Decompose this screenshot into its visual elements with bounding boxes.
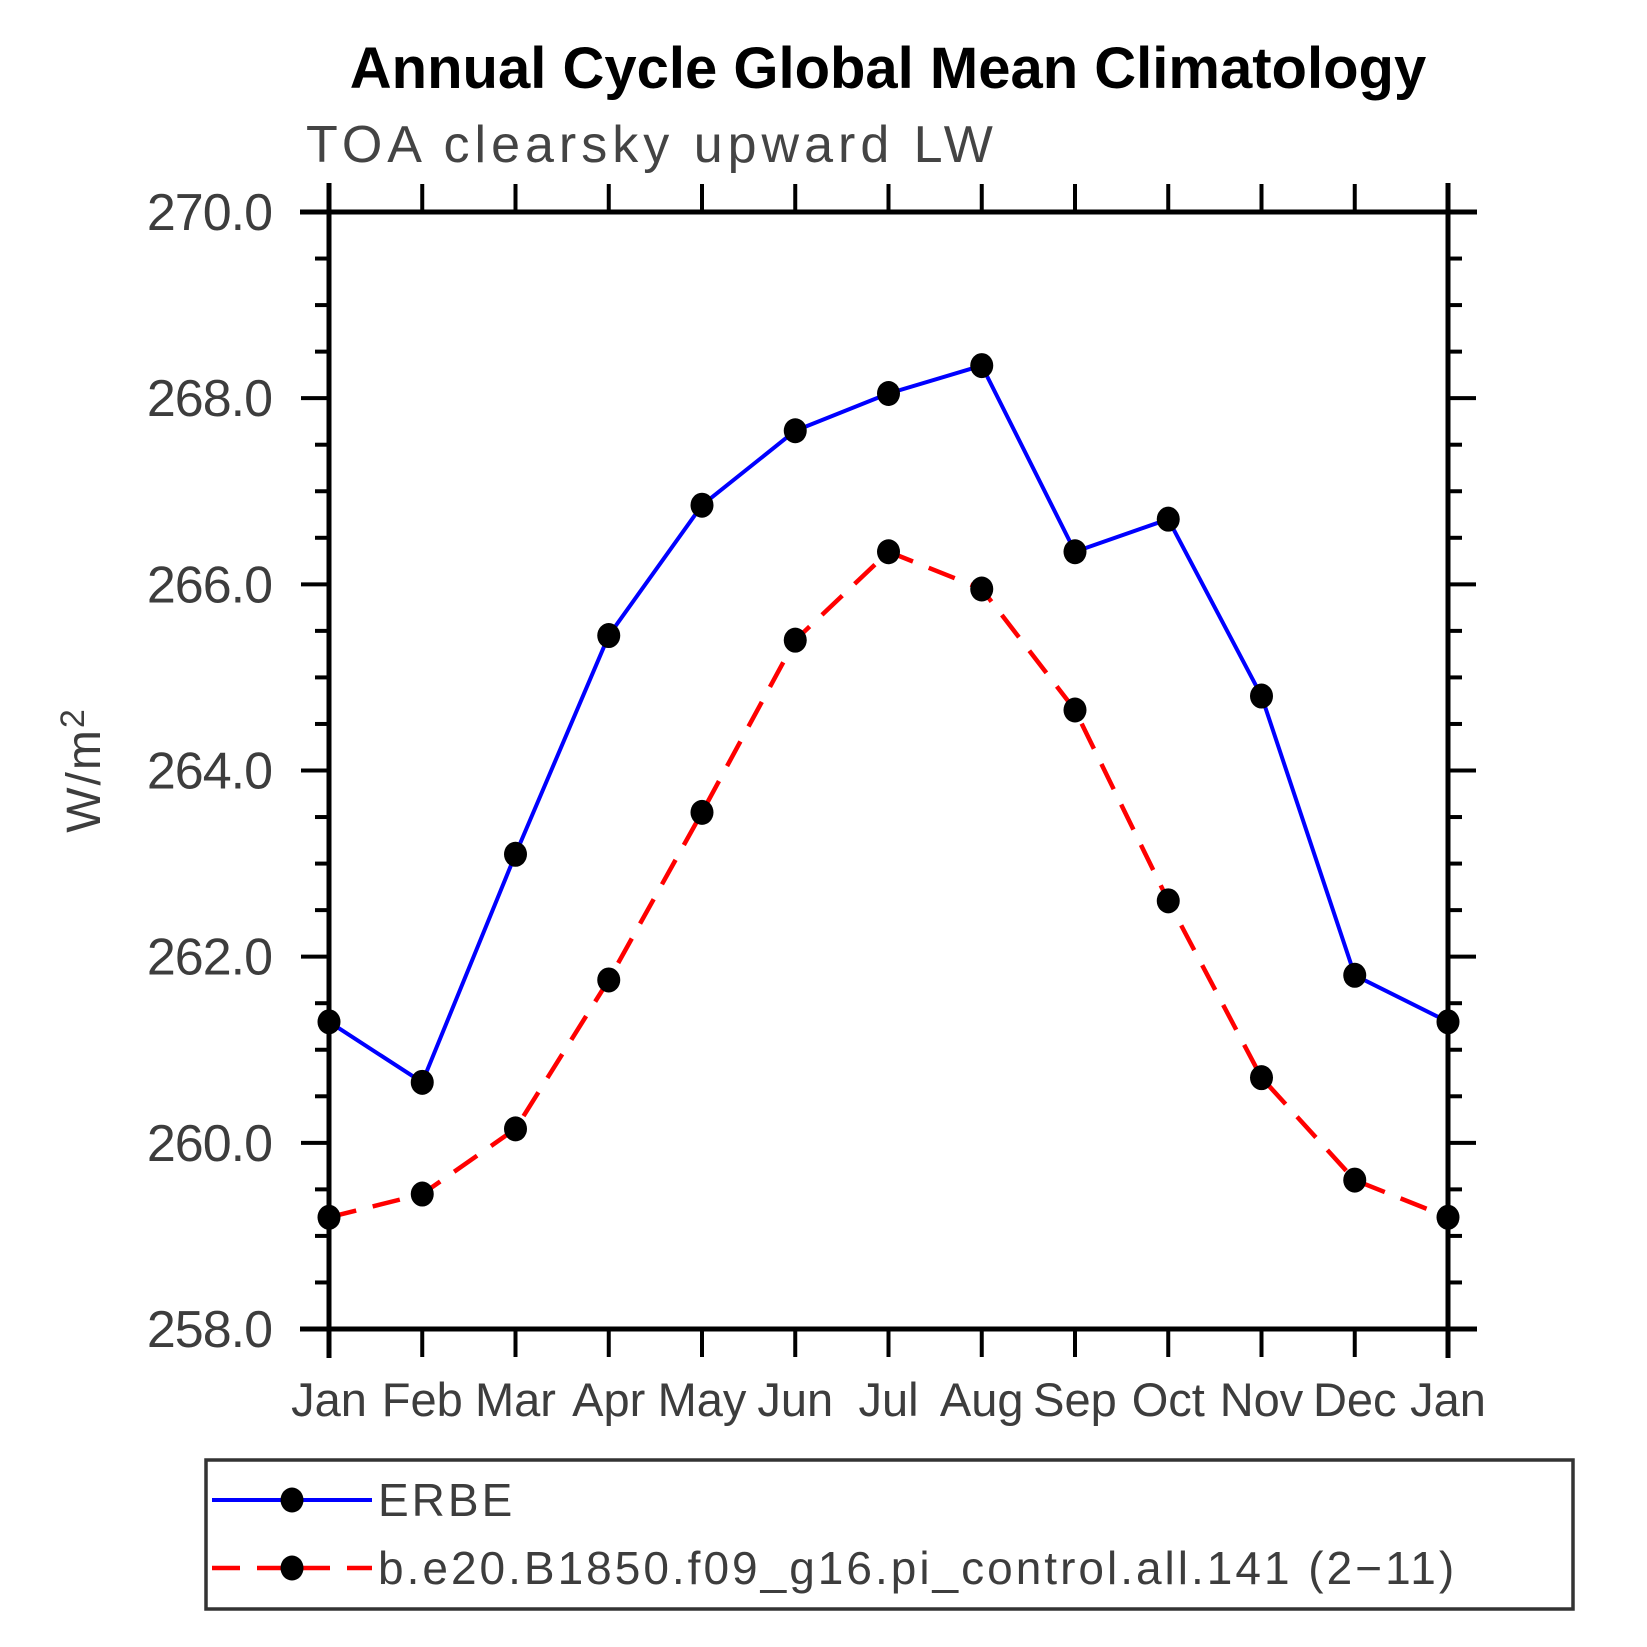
- x-tick-label: Feb: [382, 1373, 463, 1426]
- data-point-marker: [1250, 1065, 1273, 1091]
- plot-frame: [300, 183, 1477, 1358]
- x-tick-label: Jan: [291, 1373, 367, 1426]
- data-point-marker: [410, 1069, 434, 1095]
- y-tick-label: 260.0: [147, 1115, 272, 1173]
- x-tick-label: Nov: [1220, 1373, 1304, 1426]
- data-point-marker: [504, 1116, 527, 1142]
- chart-subtitle: TOA clearsky upward LW: [306, 116, 998, 174]
- x-tick-label: Jan: [1410, 1373, 1486, 1426]
- y-tick-label: 270.0: [147, 184, 272, 242]
- data-point-marker: [410, 1181, 434, 1207]
- data-markers: [317, 353, 1460, 1230]
- data-point-marker: [970, 576, 994, 602]
- y-tick-label: 268.0: [147, 370, 272, 428]
- data-point-marker: [690, 492, 714, 518]
- data-point-marker: [877, 539, 900, 565]
- x-tick-label: Apr: [572, 1373, 645, 1426]
- axis-ticks: [301, 184, 1476, 1357]
- legend-label: ERBE: [378, 1474, 515, 1526]
- data-point-marker: [317, 1009, 341, 1035]
- legend: ERBE b.e20.B1850.f09_g16.pi_control.all.1…: [204, 1458, 1575, 1611]
- data-point-marker: [1156, 506, 1180, 532]
- model-line: [328, 549, 1449, 1220]
- data-point-marker: [1436, 1204, 1460, 1230]
- data-point-marker: [1156, 888, 1180, 914]
- y-tick-label: 264.0: [147, 743, 272, 801]
- y-axis-title-superscript: 2: [54, 707, 92, 728]
- legend-marker: [280, 1487, 304, 1513]
- data-point-marker: [1436, 1009, 1460, 1035]
- data-point-marker: [1063, 697, 1087, 723]
- data-point-marker: [1250, 683, 1273, 709]
- data-point-marker: [783, 418, 807, 444]
- y-axis-title-base: W/m: [58, 728, 111, 833]
- legend-label: b.e20.B1850.f09_g16.pi_control.all.141 (…: [378, 1542, 1457, 1594]
- legend-box: [204, 1458, 1575, 1611]
- x-tick-label: Mar: [475, 1373, 556, 1426]
- chart-title: Annual Cycle Global Mean Climatology: [350, 36, 1426, 101]
- data-point-marker: [597, 623, 621, 649]
- x-tick-label: Dec: [1313, 1373, 1397, 1426]
- data-series: [327, 363, 1449, 1220]
- x-tick-label: Jul: [858, 1373, 918, 1426]
- data-point-marker: [877, 381, 900, 407]
- legend-marker: [280, 1555, 304, 1581]
- data-point-marker: [1343, 1167, 1367, 1193]
- data-point-marker: [1063, 539, 1087, 565]
- data-point-marker: [970, 353, 994, 379]
- data-point-marker: [690, 799, 714, 825]
- erbe-line: [327, 363, 1449, 1085]
- x-tick-label: Aug: [940, 1373, 1024, 1426]
- y-tick-label: 266.0: [147, 556, 272, 614]
- x-tick-label: Sep: [1033, 1373, 1117, 1426]
- data-point-marker: [1343, 962, 1367, 988]
- legend-entry: ERBE: [212, 1474, 515, 1526]
- axis-labels: 270.0 268.0 266.0 264.0 262.0 260.0 258.0 Jan Fe…: [147, 184, 1486, 1426]
- y-tick-label: 258.0: [147, 1301, 272, 1359]
- x-tick-label: Oct: [1132, 1373, 1205, 1426]
- data-point-marker: [504, 841, 527, 867]
- x-tick-label: May: [658, 1373, 747, 1426]
- y-axis-title: W/m2: [54, 707, 111, 833]
- data-point-marker: [597, 967, 621, 993]
- y-tick-label: 262.0: [147, 929, 272, 987]
- data-point-marker: [783, 627, 807, 653]
- x-tick-label: Jun: [757, 1373, 833, 1426]
- legend-entry: b.e20.B1850.f09_g16.pi_control.all.141 (…: [212, 1542, 1457, 1594]
- data-point-marker: [317, 1204, 341, 1230]
